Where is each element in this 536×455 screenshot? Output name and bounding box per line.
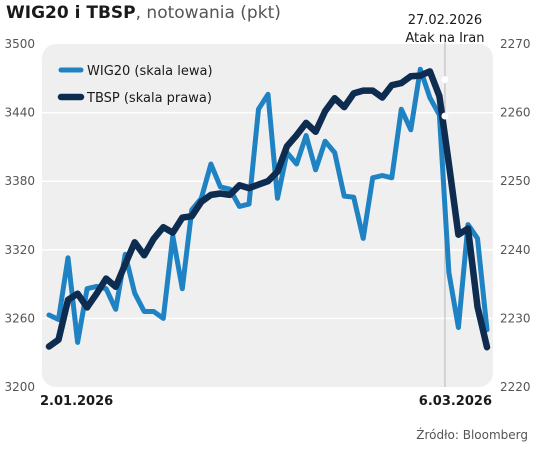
series-line-tbsp <box>45 68 491 351</box>
event-marker-wig20 <box>441 112 449 120</box>
chart-title-main: WIG20 i TBSP <box>6 3 136 23</box>
y-right-tick-label: 2270 <box>500 37 531 51</box>
y-right-tick-label: 2220 <box>500 380 531 394</box>
event-marker-tbsp <box>441 76 449 84</box>
y-right-tick-label: 2230 <box>500 311 531 325</box>
y-left-tick-label: 3200 <box>4 380 35 394</box>
x-tick-label: 2.01.2026 <box>40 394 113 409</box>
x-tick-label: 6.03.2026 <box>419 394 492 409</box>
y-left-tick-label: 3440 <box>4 106 35 120</box>
y-right-tick-label: 2240 <box>500 243 531 257</box>
event-name-label: Atak na Iran <box>405 31 484 46</box>
y-left-tick-label: 3260 <box>4 311 35 325</box>
y-left-tick-label: 3320 <box>4 243 35 257</box>
chart-subtitle: , notowania (pkt) <box>135 3 281 23</box>
legend-label: TBSP (skala prawa) <box>86 91 212 106</box>
plot-area <box>42 44 493 387</box>
chart-title: WIG20 i TBSP, notowania (pkt) <box>6 2 281 24</box>
y-right-tick-label: 2250 <box>500 174 531 188</box>
y-left-tick-label: 3380 <box>4 174 35 188</box>
y-left-tick-label: 3500 <box>4 37 35 51</box>
source-note: Źródło: Bloomberg <box>416 428 528 442</box>
y-right-tick-label: 2260 <box>500 106 531 120</box>
legend-label: WIG20 (skala lewa) <box>87 64 213 79</box>
event-date-label: 27.02.2026 <box>408 13 482 28</box>
